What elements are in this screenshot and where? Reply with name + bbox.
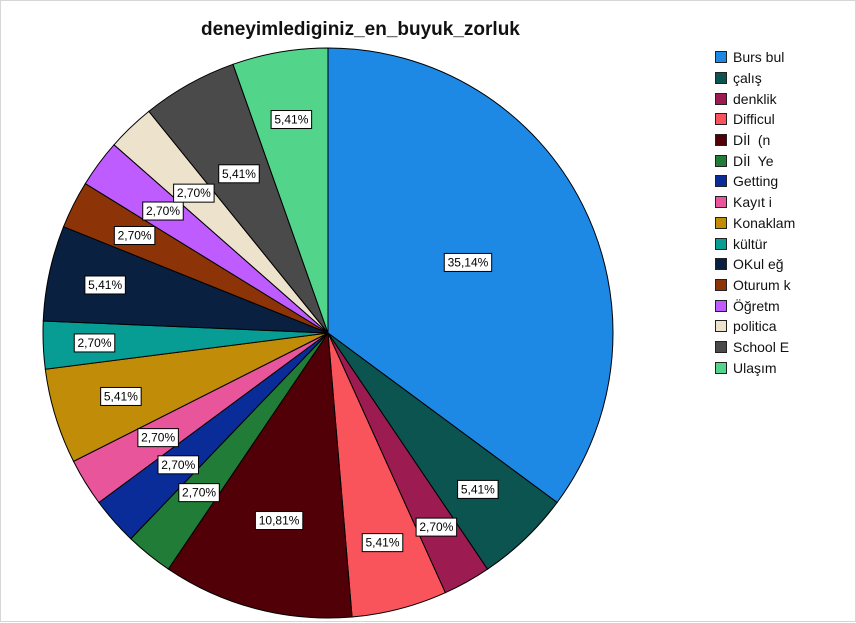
slice-value-label: 5,41% — [218, 164, 260, 184]
legend-swatch — [715, 258, 727, 271]
legend-item: Dİl (n — [715, 130, 795, 151]
slice-value-label: 5,41% — [84, 275, 126, 295]
slice-value-label: 2,70% — [157, 455, 199, 475]
svg-text:2,70%: 2,70% — [77, 336, 111, 350]
legend-swatch — [715, 175, 727, 188]
legend-label: Kayıt i — [733, 194, 772, 211]
slice-value-label: 2,70% — [142, 201, 184, 221]
legend-label: kültür — [733, 235, 768, 252]
svg-text:5,41%: 5,41% — [104, 389, 138, 403]
slice-value-label: 2,70% — [178, 483, 220, 503]
legend-item: Burs bul — [715, 47, 795, 68]
legend-item: School E — [715, 337, 795, 358]
legend-swatch — [715, 361, 727, 374]
svg-text:5,41%: 5,41% — [88, 278, 122, 292]
legend-item: Dİl Ye — [715, 150, 795, 171]
legend-item: Getting — [715, 171, 795, 192]
slice-value-label: 5,41% — [361, 533, 404, 553]
svg-text:2,70%: 2,70% — [182, 486, 216, 500]
legend-swatch — [715, 237, 727, 250]
svg-text:2,70%: 2,70% — [146, 204, 180, 218]
legend-item: kültür — [715, 233, 795, 254]
legend-item: denklik — [715, 88, 795, 109]
legend-swatch — [715, 278, 727, 291]
legend-swatch — [715, 72, 727, 85]
legend-swatch — [715, 196, 727, 209]
legend-item: çalış — [715, 68, 795, 89]
legend-swatch — [715, 216, 727, 229]
slice-value-label: 2,70% — [415, 517, 458, 537]
slice-value-label: 2,70% — [113, 225, 156, 245]
legend-swatch — [715, 92, 727, 105]
chart-legend: Burs bul çalış denklik Difficul Dİl (n Dİl Ye… — [715, 47, 795, 378]
slice-value-label: 2,70% — [73, 333, 116, 353]
svg-text:2,70%: 2,70% — [177, 186, 211, 200]
legend-label: Öğretm — [733, 297, 780, 314]
slice-value-label: 2,70% — [137, 428, 179, 448]
legend-swatch — [715, 134, 727, 147]
legend-item: Ulaşım — [715, 357, 795, 378]
svg-text:2,70%: 2,70% — [161, 458, 195, 472]
slice-value-label: 5,41% — [100, 386, 142, 406]
legend-swatch — [715, 299, 727, 312]
svg-text:5,41%: 5,41% — [274, 113, 308, 127]
legend-label: OKul eğ — [733, 256, 784, 273]
legend-label: School E — [733, 338, 790, 355]
svg-text:5,41%: 5,41% — [461, 482, 495, 496]
svg-text:5,41%: 5,41% — [366, 536, 400, 550]
legend-label: Ulaşım — [733, 359, 777, 376]
legend-item: Oturum k — [715, 275, 795, 296]
legend-item: Öğretm — [715, 295, 795, 316]
legend-item: Konaklam — [715, 213, 795, 234]
legend-label: Burs bul — [733, 49, 785, 66]
pie-slice — [327, 47, 614, 504]
legend-label: çalış — [733, 70, 762, 87]
legend-swatch — [715, 51, 727, 64]
legend-label: Dİl Ye — [733, 152, 774, 169]
slice-value-label: 5,41% — [270, 110, 313, 130]
slice-value-label: 2,70% — [173, 183, 215, 203]
legend-label: Getting — [733, 173, 779, 190]
slice-value-label: 5,41% — [457, 479, 499, 499]
legend-item: politica — [715, 316, 795, 337]
legend-swatch — [715, 154, 727, 167]
svg-text:10,81%: 10,81% — [259, 514, 300, 528]
legend-item: Difficul — [715, 109, 795, 130]
pie-slice — [167, 331, 353, 619]
legend-swatch — [715, 113, 727, 126]
svg-text:2,70%: 2,70% — [118, 228, 152, 242]
svg-text:35,14%: 35,14% — [448, 255, 489, 269]
legend-item: OKul eğ — [715, 254, 795, 275]
svg-text:5,41%: 5,41% — [222, 167, 256, 181]
svg-text:2,70%: 2,70% — [141, 431, 175, 445]
legend-label: Dİl (n — [733, 132, 771, 149]
slice-value-label: 10,81% — [254, 511, 304, 531]
legend-swatch — [715, 320, 727, 333]
legend-label: denklik — [733, 90, 777, 107]
slice-value-label: 35,14% — [443, 252, 493, 272]
legend-label: Oturum k — [733, 276, 791, 293]
chart-title: deneyimlediginiz_en_buyuk_zorluk — [201, 19, 520, 40]
legend-item: Kayıt i — [715, 192, 795, 213]
legend-label: politica — [733, 318, 777, 335]
svg-text:2,70%: 2,70% — [419, 520, 453, 534]
legend-label: Difficul — [733, 111, 775, 128]
legend-swatch — [715, 340, 727, 353]
legend-label: Konaklam — [733, 214, 796, 231]
